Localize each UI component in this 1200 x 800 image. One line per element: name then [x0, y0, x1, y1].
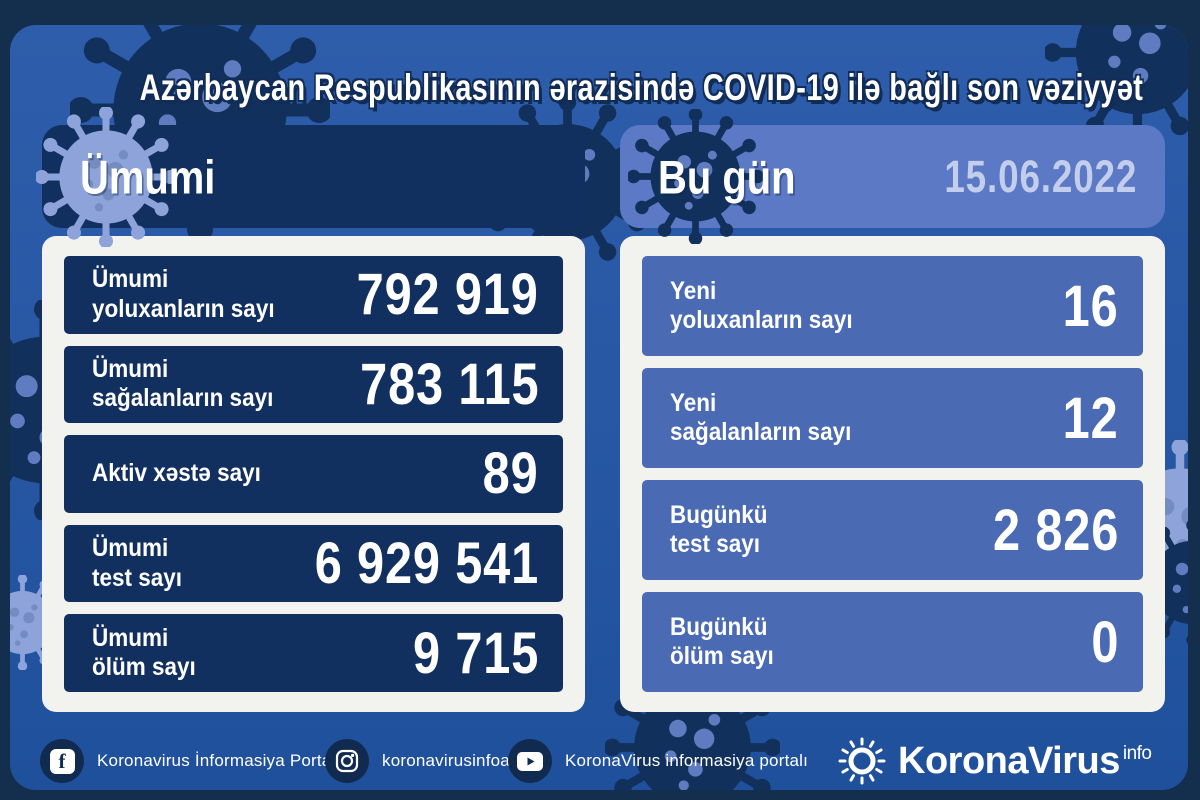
stat-label: Bugünkü test sayı [670, 500, 768, 559]
stat-row-today-deaths: Bugünkü ölüm sayı 0 [642, 592, 1143, 692]
stat-value: 0 [1091, 609, 1119, 675]
stat-row-total-tests: Ümumi test sayı 6 929 541 [64, 524, 563, 603]
stat-label: Ümumi ölüm sayı [92, 623, 196, 682]
footer: f Koronavirus İnformasiya Portalı korona… [10, 731, 1188, 790]
koronavirus-logo[interactable]: KoronaVirus info [838, 737, 1152, 785]
stat-label: Ümumi sağalanların sayı [92, 354, 274, 413]
youtube-label: KoronaVirus informasiya portalı [565, 751, 809, 770]
today-panel-header: Bu gün 15.06.2022 [620, 109, 1165, 244]
instagram-icon [325, 739, 369, 783]
today-panel-title: Bu gün [658, 150, 796, 203]
stat-value: 16 [1063, 273, 1119, 339]
facebook-label: Koronavirus İnformasiya Portalı [97, 751, 341, 770]
stat-value: 792 919 [357, 262, 539, 328]
stat-label: Yeni sağalanların sayı [670, 388, 852, 447]
stat-value: 2 826 [992, 497, 1119, 563]
stat-value: 89 [483, 441, 539, 507]
page-title: Azərbaycan Respublikasının ərazisində CO… [139, 67, 1144, 108]
instagram-label: koronavirusinfoaz [382, 751, 519, 770]
facebook-link[interactable]: f Koronavirus İnformasiya Portalı [40, 739, 340, 783]
stat-label: Ümumi yoluxanların sayı [92, 265, 275, 323]
stat-value: 783 115 [359, 351, 539, 417]
stat-label: Aktiv xəstə sayı [92, 459, 261, 488]
totals-panel-body: Ümumi yoluxanların sayı 792 919 Ümumi sa… [42, 236, 585, 712]
stat-label: Bugünkü ölüm sayı [670, 612, 774, 671]
totals-panel: Ümumi Ümumi yoluxanların sayı 792 919 Üm… [36, 107, 585, 712]
stat-row-active-cases: Aktiv xəstə sayı 89 [64, 435, 563, 513]
report-date: 15.06.2022 [944, 150, 1137, 202]
stat-value: 6 929 541 [314, 531, 539, 597]
stat-value: 12 [1063, 385, 1119, 451]
poster-canvas: Azərbaycan Respublikasının ərazisində CO… [10, 25, 1188, 790]
facebook-icon: f [40, 739, 84, 783]
stat-value: 9 715 [412, 620, 539, 686]
stat-row-new-recovered: Yeni sağalanların sayı 12 [642, 368, 1143, 468]
virus-sun-icon [838, 737, 886, 785]
stat-row-total-infected: Ümumi yoluxanların sayı 792 919 [64, 256, 563, 334]
stat-label: Yeni yoluxanların sayı [670, 276, 853, 335]
totals-panel-header: Ümumi [36, 107, 585, 247]
youtube-icon [508, 739, 552, 783]
youtube-link[interactable]: KoronaVirus informasiya portalı [508, 739, 808, 783]
totals-panel-title: Ümumi [80, 150, 216, 203]
logo-superscript: info [1122, 742, 1152, 764]
stat-row-today-tests: Bugünkü test sayı 2 826 [642, 480, 1143, 580]
stat-row-total-deaths: Ümumi ölüm sayı 9 715 [64, 614, 563, 692]
stat-row-new-infected: Yeni yoluxanların sayı 16 [642, 256, 1143, 356]
logo-text: KoronaVirus info [898, 739, 1152, 782]
stat-row-total-recovered: Ümumi sağalanların sayı 783 115 [64, 345, 563, 424]
today-panel-body: Yeni yoluxanların sayı 16 Yeni sağalanla… [620, 236, 1165, 712]
instagram-link[interactable]: koronavirusinfoaz [325, 739, 519, 783]
stat-label: Ümumi test sayı [92, 534, 183, 592]
today-panel: Bu gün 15.06.2022 Yeni yoluxanların sayı… [620, 109, 1165, 712]
